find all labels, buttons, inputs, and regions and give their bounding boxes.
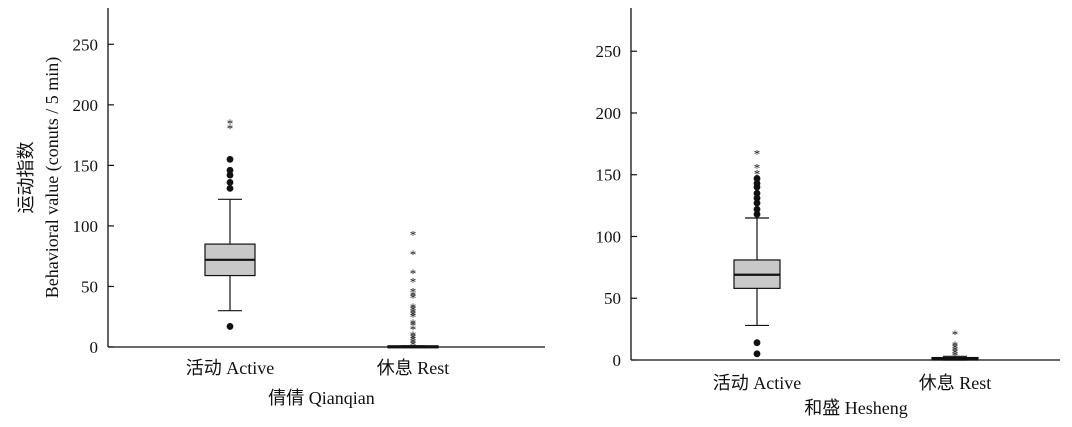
outlier-star-1-1-4: * <box>952 338 959 353</box>
y-axis-label: Behavioral value (conuts / 5 min) <box>42 57 63 298</box>
box-group-1-1: ****** <box>931 327 979 363</box>
outlier-star-1-1-2: * <box>952 343 959 358</box>
outlier-dot-1-0-6 <box>753 189 761 197</box>
outlier-dot-1-0-2 <box>753 210 761 218</box>
outlier-dot-1-0-0 <box>753 350 761 358</box>
outlier-dot-1-0-5 <box>753 194 761 202</box>
outlier-dot-0-0-0 <box>226 323 234 330</box>
category-label-1-1: 休息 Rest <box>919 373 992 393</box>
outlier-star-0-1-12: * <box>410 300 417 315</box>
y-tick-label-0-1: 50 <box>81 277 98 296</box>
outlier-dot-1-0-9 <box>753 175 761 182</box>
category-label-0-0: 活动 Active <box>186 358 274 378</box>
y-tick-label-0-4: 200 <box>73 96 99 115</box>
outlier-star-1-1-1: * <box>952 346 959 361</box>
outlier-star-0-1-16: * <box>410 275 417 290</box>
y-tick-label-0-5: 250 <box>73 35 99 54</box>
outlier-star-0-1-5: * <box>410 322 417 337</box>
outlier-star-0-1-7: * <box>410 316 417 331</box>
outlier-dot-1-0-4 <box>753 199 761 207</box>
outlier-dot-1-0-3 <box>753 205 761 213</box>
box-group-0-0: ** <box>204 116 256 330</box>
outlier-star-0-0-0: * <box>227 121 234 136</box>
outlier-star-0-1-6: * <box>410 318 417 333</box>
outlier-star-0-1-11: * <box>410 302 417 317</box>
outlier-dot-1-0-1 <box>753 339 761 347</box>
y-axis-label-cn: 运动指数 <box>16 142 36 214</box>
outlier-star-0-1-0: * <box>410 338 417 353</box>
outlier-star-0-1-10: * <box>410 305 417 320</box>
outlier-star-1-1-5: * <box>952 327 959 342</box>
outlier-star-0-1-14: * <box>410 288 417 303</box>
outlier-star-0-1-13: * <box>410 290 417 305</box>
box-group-1-0: *** <box>733 147 781 358</box>
outlier-star-0-1-18: * <box>410 247 417 262</box>
y-tick-label-0-3: 150 <box>73 156 99 175</box>
box-group-0-1: ******************** <box>387 227 439 353</box>
y-tick-label-1-0: 0 <box>613 351 622 370</box>
outlier-dot-1-0-8 <box>753 179 761 187</box>
outlier-dot-0-0-4 <box>226 166 234 174</box>
outlier-star-1-0-2: * <box>754 147 761 162</box>
outlier-star-0-1-19: * <box>410 227 417 242</box>
outlier-dot-0-0-2 <box>226 178 234 186</box>
outlier-star-0-1-8: * <box>410 310 417 325</box>
y-tick-label-1-5: 250 <box>596 42 622 61</box>
outlier-star-0-1-3: * <box>410 330 417 345</box>
outlier-star-0-1-17: * <box>410 266 417 281</box>
outlier-dot-0-0-1 <box>226 184 234 192</box>
outlier-star-1-0-1: * <box>754 160 761 175</box>
outlier-star-0-1-4: * <box>410 328 417 343</box>
outlier-star-0-1-2: * <box>410 333 417 348</box>
y-tick-label-1-4: 200 <box>596 104 622 123</box>
outlier-dot-0-0-3 <box>226 171 234 179</box>
category-label-0-1: 休息 Rest <box>377 358 450 378</box>
y-tick-label-0-0: 0 <box>90 338 99 357</box>
outlier-star-1-1-0: * <box>952 348 959 363</box>
x-axis-label-0: 倩倩 Qianqian <box>268 388 374 408</box>
y-tick-label-1-3: 150 <box>596 166 622 185</box>
outlier-star-1-0-0: * <box>754 167 761 182</box>
outlier-star-0-1-15: * <box>410 284 417 299</box>
outlier-star-1-1-3: * <box>952 341 959 356</box>
outlier-star-0-0-1: * <box>227 116 234 131</box>
y-tick-label-1-1: 50 <box>604 289 621 308</box>
outlier-dot-0-0-5 <box>226 155 234 163</box>
y-tick-label-0-2: 100 <box>73 217 99 236</box>
y-tick-label-1-2: 100 <box>596 227 622 246</box>
outlier-star-0-1-9: * <box>410 307 417 322</box>
outlier-star-0-1-1: * <box>410 335 417 350</box>
category-label-1-0: 活动 Active <box>713 373 801 393</box>
x-axis-label-1: 和盛 Hesheng <box>804 398 907 418</box>
